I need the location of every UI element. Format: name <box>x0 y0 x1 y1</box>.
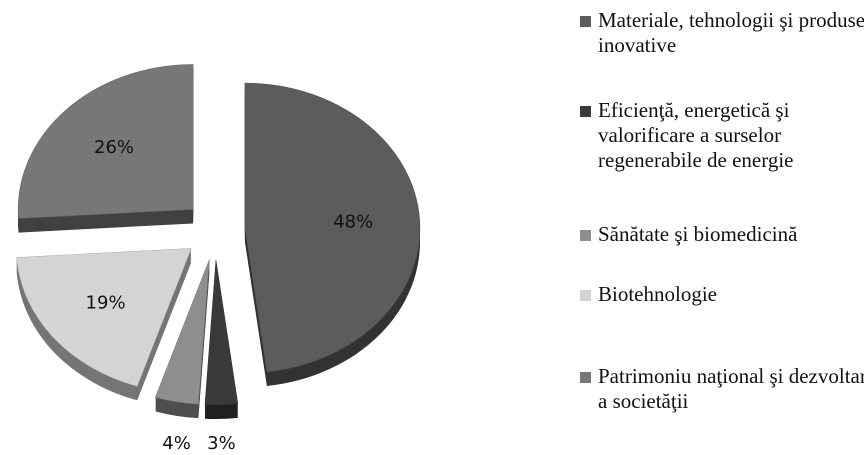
legend-item: Eficienţă, energetică şi valorificare a … <box>578 98 864 173</box>
legend-item: Materiale, tehnologii şi produse inovati… <box>578 8 864 58</box>
legend-label: Eficienţă, energetică şi valorificare a … <box>598 98 794 172</box>
data-label: 48% <box>333 211 373 232</box>
data-label: 3% <box>207 433 236 454</box>
legend-item: Sănătate şi biomedicină <box>578 222 864 247</box>
legend-label: Sănătate şi biomedicină <box>598 222 798 246</box>
legend-swatch <box>580 372 591 383</box>
legend-item: Biotehnologie <box>578 282 864 307</box>
legend-label: Materiale, tehnologii şi produse inovati… <box>598 8 864 57</box>
legend-label: Patrimoniu naţional şi dezvoltare a soci… <box>598 364 864 413</box>
slice <box>16 248 192 387</box>
legend-item: Patrimoniu naţional şi dezvoltare a soci… <box>578 364 864 414</box>
slice <box>204 259 239 406</box>
legend-swatch <box>580 106 591 117</box>
legend-label: Biotehnologie <box>598 282 717 306</box>
slice <box>244 82 421 373</box>
legend-swatch <box>580 16 591 27</box>
slice <box>154 259 210 405</box>
data-label: 4% <box>162 433 191 454</box>
data-label: 26% <box>94 137 134 158</box>
legend-swatch <box>580 230 591 241</box>
slice <box>17 64 194 219</box>
legend-swatch <box>580 290 591 301</box>
data-label: 19% <box>86 292 126 313</box>
chart: 48% 3% 4% 19% 26% <box>16 64 421 454</box>
